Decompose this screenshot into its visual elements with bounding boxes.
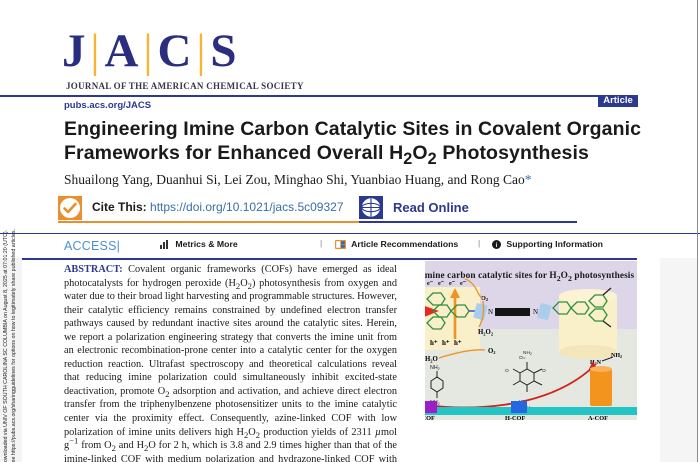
svg-text:H2O: H2O	[425, 356, 438, 364]
svg-text:NH2: NH2	[523, 350, 532, 356]
svg-text:h⁺: h⁺	[430, 339, 438, 347]
svg-text:NH2: NH2	[430, 365, 440, 371]
svg-text:e⁻: e⁻	[438, 280, 444, 287]
svg-text:e⁻: e⁻	[449, 280, 455, 287]
svg-text:O: O	[505, 368, 509, 374]
svg-text:h⁺: h⁺	[454, 339, 462, 347]
svg-text:e⁻: e⁻	[427, 280, 433, 287]
svg-text:O: O	[542, 368, 546, 374]
svg-text:H2O2: H2O2	[478, 329, 494, 337]
svg-text:NH2: NH2	[611, 353, 622, 359]
svg-text:N: N	[488, 308, 493, 316]
svg-text:h⁺: h⁺	[442, 339, 450, 347]
svg-text:A-COF: A-COF	[588, 415, 608, 420]
svg-text:e⁻: e⁻	[460, 280, 466, 287]
svg-text:O2: O2	[488, 348, 496, 355]
svg-text:N: N	[533, 308, 538, 316]
svg-text:H-COF: H-COF	[505, 415, 525, 420]
svg-text:I-COF: I-COF	[425, 415, 435, 420]
